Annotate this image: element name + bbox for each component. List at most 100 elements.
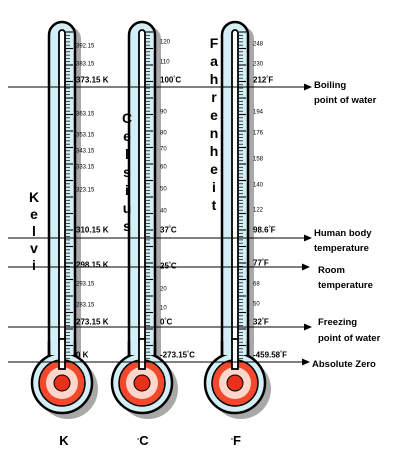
tick-label: 50 xyxy=(253,302,260,308)
reference-line xyxy=(8,234,312,242)
tick-label: 70 xyxy=(160,147,167,153)
reference-line xyxy=(8,83,312,91)
tick-label: 333.15 xyxy=(76,165,95,171)
vertical-letter: e xyxy=(210,107,218,123)
tick-label: 100°C xyxy=(160,76,181,85)
event-label: Absolute Zero xyxy=(312,359,376,370)
vertical-letter: v xyxy=(30,240,38,256)
tick-label: 323.15 xyxy=(76,188,95,194)
vertical-letter: e xyxy=(123,128,131,144)
tick-label: 176 xyxy=(253,131,264,137)
tick-label: 158 xyxy=(253,157,264,163)
tick-label: 363.15 xyxy=(76,112,95,118)
celsius-unit-label: °C xyxy=(137,433,149,448)
tick-label: 90 xyxy=(160,110,167,116)
tick-label: 343.15 xyxy=(76,149,95,155)
vertical-letter: l xyxy=(125,146,129,162)
kelvin-unit-label: K xyxy=(59,433,69,448)
arrow-head-icon xyxy=(304,234,312,242)
tick-label: 110 xyxy=(160,60,170,66)
tick-label: 230 xyxy=(253,62,264,68)
tick-label: 37°C xyxy=(160,226,177,235)
tick-label: 77°F xyxy=(253,259,269,268)
fahrenheit-capillary-neck xyxy=(231,338,239,370)
tick-label: 140 xyxy=(253,183,264,189)
tick-label: 212°F xyxy=(253,76,273,85)
tick-label: 353.15 xyxy=(76,133,95,139)
vertical-letter: i xyxy=(212,179,216,195)
celsius-scale xyxy=(146,31,153,360)
thermometer-fahrenheit xyxy=(203,20,267,415)
event-label: Human body xyxy=(314,228,372,239)
vertical-letter: e xyxy=(30,206,38,222)
kelvin-capillary xyxy=(58,29,66,384)
tick-label: 40 xyxy=(160,209,167,215)
kelvin-capillary-neck xyxy=(58,338,66,370)
tick-label: 0°C xyxy=(160,318,172,327)
event-label: Freezing xyxy=(318,317,357,328)
tick-label: 194 xyxy=(253,110,264,116)
event-label: Boiling xyxy=(314,80,346,91)
reference-line xyxy=(8,323,312,331)
tick-label: 10 xyxy=(160,306,167,312)
tick-label: 373.15 K xyxy=(76,76,109,85)
vertical-letter: s xyxy=(123,164,131,180)
tick-label: 310.15 K xyxy=(76,226,109,235)
tick-label: -273.15°C xyxy=(160,351,195,360)
tick-label: 392.15 xyxy=(76,44,95,50)
event-label: temperature xyxy=(318,280,373,291)
arrow-head-icon xyxy=(304,323,312,331)
tick-label: -459.58°F xyxy=(253,351,287,360)
fahrenheit-scale xyxy=(239,31,246,360)
arrow-head-icon xyxy=(302,358,310,366)
tick-label: 20 xyxy=(160,287,167,293)
fahrenheit-bulb-core xyxy=(226,374,244,392)
celsius-bulb-core xyxy=(133,374,151,392)
tick-label: 122 xyxy=(253,208,264,214)
arrow-head-icon xyxy=(304,83,312,91)
vertical-letter: u xyxy=(123,200,132,216)
event-label: Room xyxy=(318,265,345,276)
vertical-letter: C xyxy=(122,110,132,126)
reference-lines-layer xyxy=(8,83,312,366)
kelvin-bulb-core xyxy=(53,374,71,392)
tick-label: 120 xyxy=(160,40,171,46)
fahrenheit-unit-label: °F xyxy=(231,433,241,448)
thermometer-kelvin xyxy=(30,20,94,415)
celsius-capillary-neck xyxy=(138,338,146,370)
event-label: point of water xyxy=(318,333,381,344)
tick-label: 0 K xyxy=(76,351,89,360)
vertical-letter: e xyxy=(210,161,218,177)
labels-layer: 392.15 383.15 373.15 K 363.15 353.15 343.15 33… xyxy=(29,35,381,448)
kelvin-scale xyxy=(66,31,73,360)
vertical-letter: n xyxy=(210,125,219,141)
vertical-letter: s xyxy=(123,218,131,234)
thermometer-celsius xyxy=(110,20,174,415)
reference-line xyxy=(8,263,310,271)
vertical-letter: K xyxy=(29,189,39,205)
tick-label: 80 xyxy=(160,131,167,137)
vertical-letter: l xyxy=(32,223,36,239)
celsius-capillary xyxy=(138,29,146,384)
vertical-letter: a xyxy=(210,53,218,69)
thermometers-layer xyxy=(30,20,267,415)
tick-label: 50 xyxy=(160,187,167,193)
tick-label: 293.15 xyxy=(76,282,95,288)
tick-label: 283.15 xyxy=(76,303,95,309)
vertical-letter: F xyxy=(210,35,219,51)
event-label: temperature xyxy=(314,243,369,254)
arrow-head-icon xyxy=(302,263,310,271)
tick-label: 298.15 K xyxy=(76,261,109,270)
tick-label: 60 xyxy=(160,165,167,171)
reference-line xyxy=(8,358,310,366)
tick-label: 383.15 xyxy=(76,62,95,68)
vertical-letter: r xyxy=(211,89,217,105)
vertical-letter: t xyxy=(212,197,217,213)
tick-label: 98.6°F xyxy=(253,226,276,235)
tick-label: 273.15 K xyxy=(76,318,109,327)
vertical-letter: i xyxy=(125,182,129,198)
